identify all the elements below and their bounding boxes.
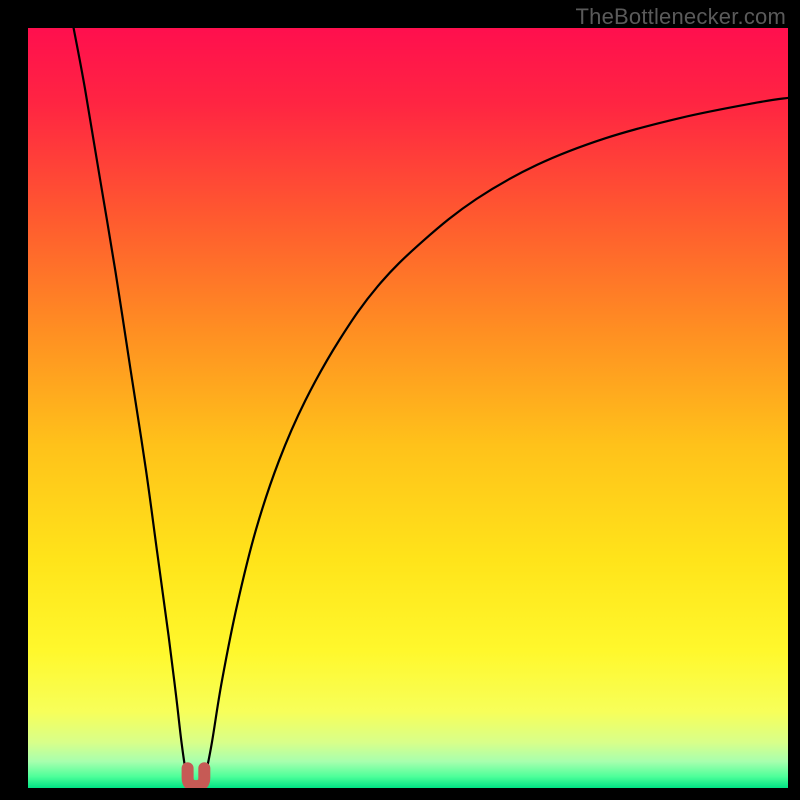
bottleneck-curve	[74, 28, 788, 787]
plot-area	[28, 28, 788, 788]
watermark-text: TheBottlenecker.com	[576, 4, 786, 30]
chart-stage: TheBottlenecker.com	[0, 0, 800, 800]
curve-layer	[28, 28, 788, 788]
min-marker	[188, 768, 205, 786]
